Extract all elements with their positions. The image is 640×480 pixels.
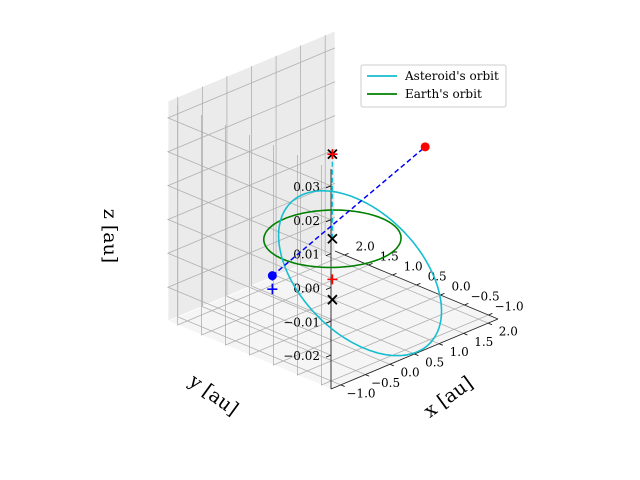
x-tick-label: −1.0 <box>346 386 375 400</box>
y-grid-line <box>273 145 441 366</box>
y-tick-label: 0.5 <box>428 269 447 283</box>
legend-label-asteroid: Asteroid's orbit <box>404 69 499 83</box>
y-tick-label: 1.0 <box>404 259 423 273</box>
y-tick-label: 1.5 <box>380 249 399 263</box>
z-tick-label: −0.02 <box>283 349 320 363</box>
asteroid-orbit-line <box>277 190 443 357</box>
x-grid-line <box>251 66 415 355</box>
y-tick-label: 0.0 <box>452 279 471 293</box>
z-tick-mark <box>325 185 332 189</box>
point-marker-plus <box>327 149 338 160</box>
x-tick-label: 0.5 <box>425 355 444 369</box>
x-tick-label: 1.5 <box>474 335 493 349</box>
z-tick-label: −0.01 <box>283 315 320 329</box>
point-marker-x <box>327 294 338 305</box>
z-tick-mark <box>325 219 332 223</box>
z-tick-mark <box>325 287 332 290</box>
y-tick-mark <box>392 272 397 276</box>
y-axis-line <box>334 250 499 320</box>
z-grid-line <box>166 81 336 221</box>
point-marker-plus <box>327 274 338 285</box>
z-grid-line <box>166 182 336 322</box>
z-tick-label: 0.02 <box>293 214 320 228</box>
x-grid-line <box>300 45 464 334</box>
z-tick-mark <box>325 354 332 358</box>
z-grid-line <box>166 47 336 187</box>
point-marker-plus <box>267 284 278 295</box>
x-grid-line <box>226 76 391 365</box>
y-grid-line <box>201 115 369 336</box>
z-tick-label: 0.00 <box>293 281 320 295</box>
x-axis-line <box>330 318 499 390</box>
y-tick-mark <box>440 292 445 296</box>
grid-lines <box>166 35 489 386</box>
x-tick-mark <box>340 384 345 387</box>
y-tick-label: 2.0 <box>356 239 375 253</box>
x-axis-label: x [au] <box>420 372 478 422</box>
x-tick-mark <box>389 363 394 367</box>
y-grid-line <box>177 105 345 326</box>
x-tick-label: −0.5 <box>371 376 400 390</box>
y-tick-mark <box>368 262 373 266</box>
x-tick-mark <box>463 333 468 336</box>
legend-label-earth: Earth's orbit <box>405 87 482 101</box>
z-grid-line <box>166 115 336 254</box>
x-grid-line <box>201 86 366 375</box>
x-tick-mark <box>365 374 370 377</box>
y-grid-line <box>320 165 489 386</box>
point-marker-x <box>327 233 338 244</box>
y-tick-mark <box>344 252 349 256</box>
y-tick-mark <box>416 282 421 286</box>
axis-lines <box>325 169 499 390</box>
y-axis-label: y [au] <box>184 369 242 420</box>
data-marks <box>262 142 443 357</box>
z-grid-line <box>166 149 336 288</box>
z-tick-label: 0.03 <box>293 180 320 194</box>
dashed-connector-line <box>271 146 426 277</box>
tick-labels: −1.0−0.50.00.51.01.52.0−1.0−0.50.00.51.0… <box>283 180 523 400</box>
x-tick-label: 2.0 <box>499 325 518 339</box>
y-tick-mark <box>464 302 469 306</box>
x-grid-line <box>324 35 489 324</box>
earth-orbit-line <box>262 209 402 269</box>
z-tick-label: 0.01 <box>293 248 320 262</box>
z-tick-mark <box>325 320 332 324</box>
x-tick-mark <box>414 353 419 356</box>
y-grid-line <box>225 125 393 346</box>
legend: Asteroid's orbit Earth's orbit <box>360 64 507 108</box>
point-marker-dot <box>267 271 277 281</box>
y-grid-line <box>296 155 465 376</box>
point-marker-dot <box>420 142 430 152</box>
legend-box <box>360 64 507 108</box>
x-tick-mark <box>488 322 493 326</box>
y-grid-line <box>249 135 417 356</box>
y-tick-label: −1.0 <box>494 299 523 313</box>
y-tick-mark <box>488 312 493 316</box>
x-tick-mark <box>438 343 444 346</box>
z-axis-label: z [au] <box>99 209 121 263</box>
y-tick-label: −0.5 <box>471 289 500 303</box>
x-tick-label: 0.0 <box>401 366 420 380</box>
x-tick-label: 1.0 <box>450 345 469 359</box>
z-tick-mark <box>325 253 332 256</box>
